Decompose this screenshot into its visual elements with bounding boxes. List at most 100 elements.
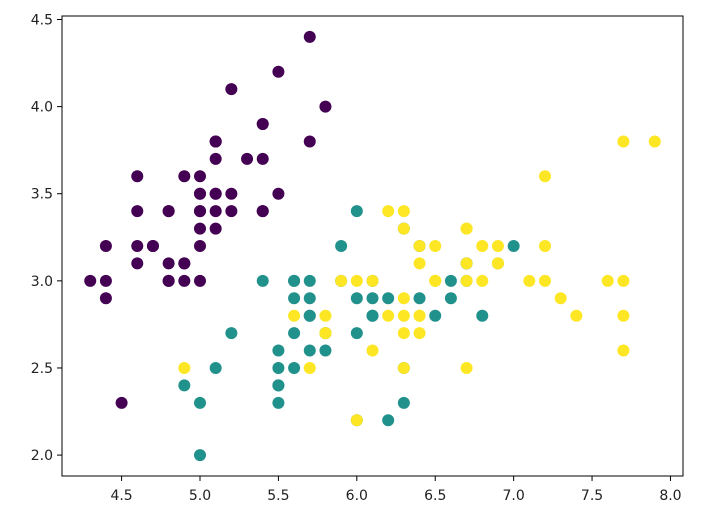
x-tick-label: 6.5 <box>424 488 446 504</box>
data-point <box>303 361 316 374</box>
data-point <box>617 135 630 148</box>
data-point <box>194 240 206 252</box>
y-tick-label: 4.5 <box>31 12 53 28</box>
data-point <box>617 309 630 322</box>
data-point <box>350 327 363 340</box>
data-point <box>209 135 222 148</box>
data-point <box>99 292 112 305</box>
data-point <box>162 257 175 270</box>
data-point <box>397 292 410 305</box>
data-point <box>99 274 112 287</box>
data-point <box>507 240 520 252</box>
data-point <box>554 292 567 305</box>
data-point <box>272 396 285 409</box>
data-point <box>194 205 206 218</box>
data-point <box>523 274 536 287</box>
y-tick-label: 4.0 <box>31 100 53 116</box>
data-point <box>460 222 473 235</box>
data-point <box>413 327 426 340</box>
data-point <box>256 205 269 218</box>
data-point <box>539 240 551 252</box>
data-point <box>288 274 301 287</box>
data-point <box>162 274 175 287</box>
data-point <box>225 205 238 218</box>
data-point <box>350 274 363 287</box>
x-tick-label: 5.5 <box>267 488 289 504</box>
data-point <box>288 361 301 374</box>
data-point <box>476 309 489 322</box>
data-point <box>539 170 551 183</box>
data-point <box>272 344 285 357</box>
data-point <box>319 309 332 322</box>
data-point <box>256 118 269 131</box>
data-point <box>209 152 222 165</box>
data-point <box>429 309 442 322</box>
data-point <box>99 240 112 252</box>
y-tick-label: 3.5 <box>31 187 53 203</box>
data-point <box>460 361 473 374</box>
data-point <box>225 83 238 96</box>
data-point <box>178 361 191 374</box>
data-point <box>319 327 332 340</box>
data-point <box>648 135 661 148</box>
data-point <box>209 361 222 374</box>
data-point <box>429 274 442 287</box>
points-layer <box>84 30 661 462</box>
data-point <box>491 240 504 252</box>
data-point <box>194 449 206 462</box>
data-point <box>476 274 489 287</box>
x-tick-label: 4.5 <box>110 488 132 504</box>
data-point <box>272 361 285 374</box>
data-point <box>397 327 410 340</box>
data-point <box>131 240 144 252</box>
data-point <box>570 309 583 322</box>
data-point <box>382 292 395 305</box>
data-point <box>225 187 238 200</box>
data-point <box>288 327 301 340</box>
data-point <box>460 274 473 287</box>
data-point <box>444 292 457 305</box>
data-point <box>256 274 269 287</box>
data-point <box>162 205 175 218</box>
data-point <box>491 257 504 270</box>
data-point <box>115 396 128 409</box>
data-point <box>303 135 316 148</box>
data-point <box>303 274 316 287</box>
data-point <box>382 414 395 427</box>
data-point <box>272 65 285 78</box>
data-point <box>617 274 630 287</box>
data-point <box>350 292 363 305</box>
data-point <box>303 344 316 357</box>
data-point <box>194 274 206 287</box>
plot-frame <box>61 15 684 477</box>
data-point <box>209 205 222 218</box>
data-point <box>194 396 206 409</box>
data-point <box>366 274 379 287</box>
data-point <box>539 274 551 287</box>
data-point <box>194 170 206 183</box>
data-point <box>476 240 489 252</box>
data-point <box>413 257 426 270</box>
data-point <box>303 30 316 43</box>
data-point <box>194 187 206 200</box>
data-point <box>397 396 410 409</box>
data-point <box>178 257 191 270</box>
y-tick-label: 3.0 <box>31 274 53 290</box>
data-point <box>397 205 410 218</box>
data-point <box>460 257 473 270</box>
x-tick-label: 7.5 <box>581 488 603 504</box>
data-point <box>350 205 363 218</box>
data-point <box>131 257 144 270</box>
data-point <box>335 240 348 252</box>
data-point <box>131 170 144 183</box>
y-tick-label: 2.0 <box>31 448 53 464</box>
data-point <box>413 309 426 322</box>
data-point <box>350 414 363 427</box>
data-point <box>146 240 159 252</box>
data-point <box>178 379 191 392</box>
data-point <box>366 344 379 357</box>
data-point <box>335 274 348 287</box>
data-point <box>272 187 285 200</box>
